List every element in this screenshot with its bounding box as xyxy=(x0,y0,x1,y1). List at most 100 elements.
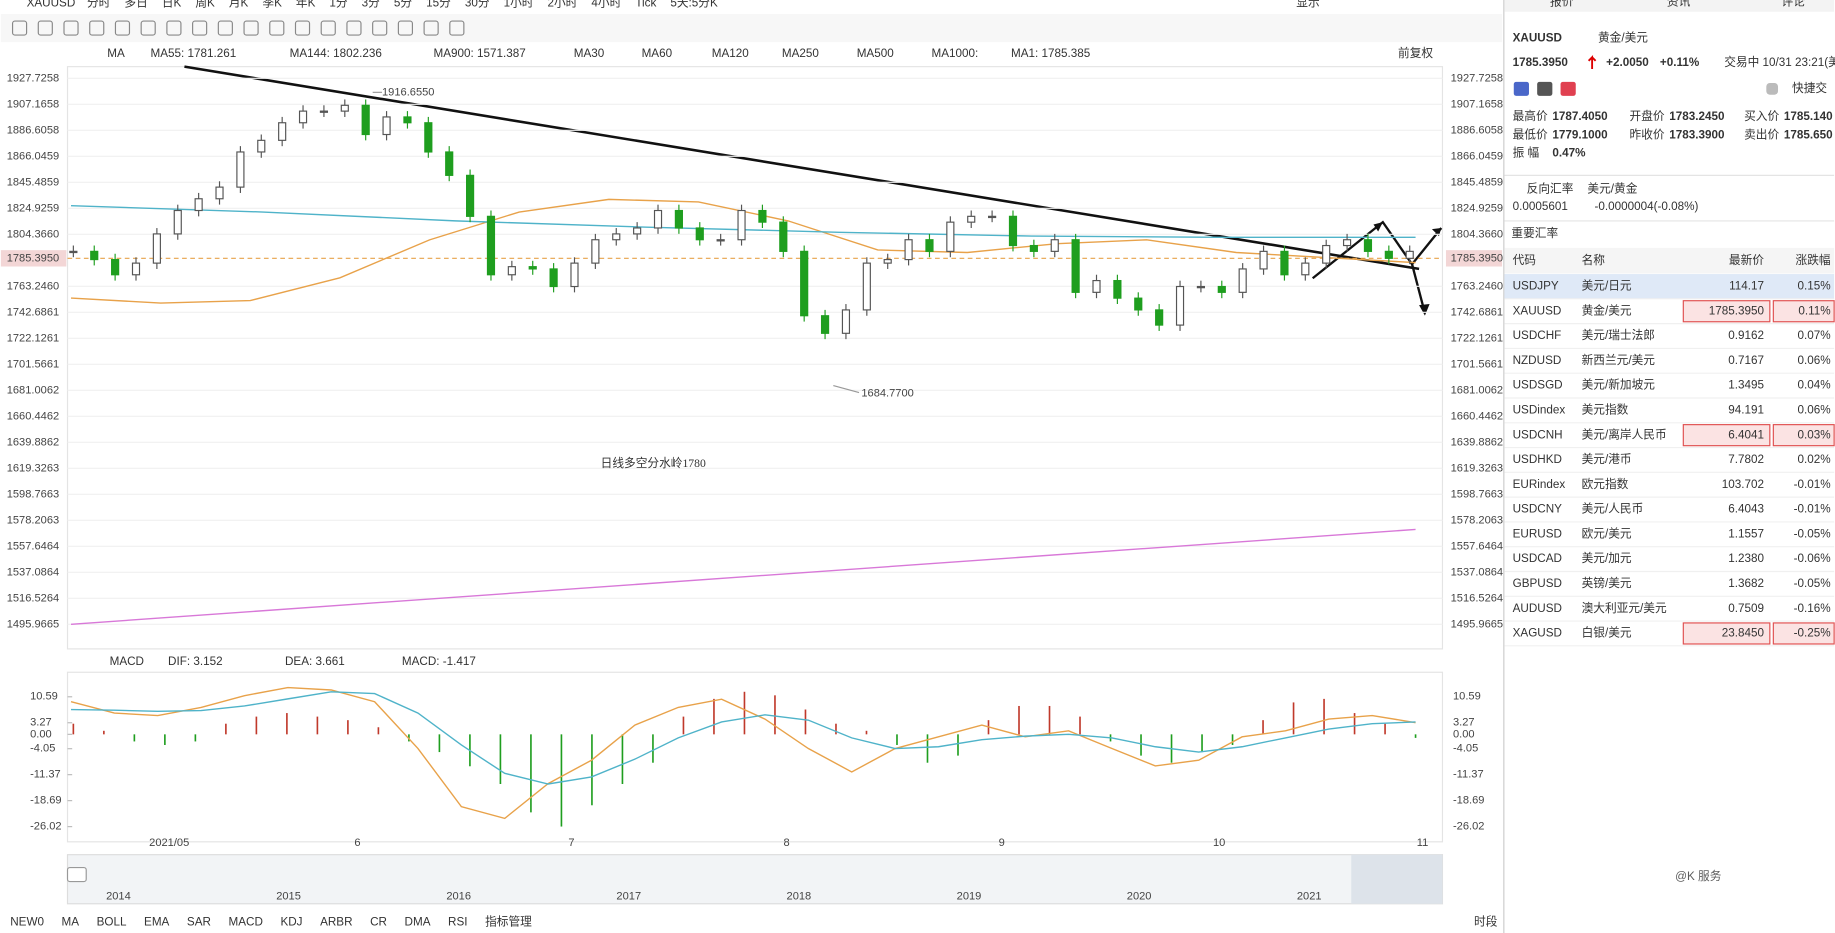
table-cell[interactable]: USDCNH xyxy=(1513,428,1563,441)
action-icon[interactable] xyxy=(1560,81,1576,96)
tool-icon[interactable] xyxy=(397,20,414,36)
candle xyxy=(1092,279,1101,293)
tool-icon[interactable] xyxy=(114,20,131,36)
indicator-tab[interactable]: NEW0 xyxy=(10,916,44,929)
candle xyxy=(173,209,182,235)
tool-icon[interactable] xyxy=(37,20,53,36)
inverse-pair[interactable]: 美元/黄金 xyxy=(1587,181,1637,195)
tool-icon[interactable] xyxy=(423,20,439,36)
action-icon[interactable] xyxy=(1513,81,1529,96)
bell-icon[interactable] xyxy=(1766,83,1779,95)
table-cell[interactable]: USDHKD xyxy=(1513,453,1562,466)
arrow-head xyxy=(1419,303,1430,316)
navigator-year: 2021 xyxy=(1297,891,1322,903)
period-tab[interactable]: 5分 xyxy=(394,0,413,10)
table-cell[interactable]: NZDUSD xyxy=(1513,354,1562,367)
indicator-tab[interactable]: SAR xyxy=(187,916,211,929)
tool-icon[interactable] xyxy=(140,20,156,36)
symbol-tab[interactable]: XAUUSD xyxy=(27,0,76,10)
period-tab[interactable]: 30分 xyxy=(465,0,490,10)
y-tick-label-right: 1619.3263 xyxy=(1451,462,1503,474)
tool-icon[interactable] xyxy=(294,20,311,36)
indicator-tab[interactable]: BOLL xyxy=(97,916,127,929)
x-tick-label: 8 xyxy=(783,837,789,849)
period-tab[interactable]: 年K xyxy=(296,0,316,10)
tool-icon[interactable] xyxy=(243,20,259,36)
indicator-tab[interactable]: DMA xyxy=(405,916,431,929)
panel-tab[interactable]: 报价 xyxy=(1550,0,1574,8)
tool-icon[interactable] xyxy=(63,20,79,36)
tool-icon[interactable] xyxy=(89,20,105,36)
period-tab[interactable]: Tick xyxy=(635,0,656,10)
candle xyxy=(1196,285,1206,289)
table-cell[interactable]: USDindex xyxy=(1513,403,1566,416)
tool-icon[interactable] xyxy=(192,20,208,36)
table-cell[interactable]: EURUSD xyxy=(1513,527,1562,540)
indicator-tab[interactable]: RSI xyxy=(448,916,467,929)
period-tab[interactable]: 月K xyxy=(229,0,249,10)
tool-icon[interactable] xyxy=(269,20,285,36)
indicator-tab[interactable]: MACD xyxy=(228,916,262,929)
period-tab[interactable]: 5天:5分K xyxy=(670,0,718,10)
period-tab[interactable]: 3分 xyxy=(362,0,381,10)
y-tick-label-right: -26.02 xyxy=(1453,821,1484,833)
table-cell[interactable]: GBPUSD xyxy=(1513,577,1562,590)
action-icon[interactable] xyxy=(1537,81,1553,96)
tool-icon[interactable] xyxy=(320,20,336,36)
table-cell: 114.17 xyxy=(1729,280,1764,293)
flash-box xyxy=(1682,622,1771,645)
table-cell[interactable]: XAGUSD xyxy=(1513,627,1562,640)
period-tab[interactable]: 多日 xyxy=(124,0,147,10)
table-cell[interactable]: XAUUSD xyxy=(1513,304,1562,317)
y-tick-label-right: 1516.5264 xyxy=(1451,592,1503,604)
table-cell[interactable]: USDCHF xyxy=(1513,329,1562,342)
panel-tab[interactable]: 资讯 xyxy=(1667,0,1691,8)
navigator-menu[interactable] xyxy=(66,866,87,883)
table-cell[interactable]: USDCNY xyxy=(1513,503,1563,516)
indicator-tab[interactable]: CR xyxy=(370,916,387,929)
indicator-tab[interactable]: 指标管理 xyxy=(485,915,532,929)
period-tab[interactable]: 分时 xyxy=(87,0,111,10)
indicator-tab[interactable]: MA xyxy=(62,916,80,929)
period-tab[interactable]: 日K xyxy=(162,0,182,10)
table-cell[interactable]: USDSGD xyxy=(1513,379,1563,392)
macd-legend: DEA: 3.661 xyxy=(285,655,345,668)
tool-icon[interactable] xyxy=(449,20,465,36)
period-option[interactable]: 时段 xyxy=(1474,915,1498,929)
navigator[interactable] xyxy=(66,854,1444,905)
selected-row[interactable] xyxy=(1504,274,1835,299)
table-cell[interactable]: EURindex xyxy=(1513,478,1566,491)
y-tick-label: 1742.6861 xyxy=(7,306,59,318)
tool-icon[interactable] xyxy=(217,20,233,36)
navigator-window[interactable] xyxy=(1351,854,1443,904)
period-tab[interactable]: 1小时 xyxy=(504,0,534,10)
candle xyxy=(278,122,287,141)
period-tab[interactable]: 4小时 xyxy=(591,0,621,10)
stat-label: 卖出价 xyxy=(1744,128,1779,142)
panel-tab[interactable]: 评论 xyxy=(1782,0,1806,8)
table-cell: 英镑/美元 xyxy=(1582,576,1632,590)
tool-icon[interactable] xyxy=(166,20,182,36)
period-tab[interactable]: 15分 xyxy=(426,0,451,10)
tool-icon[interactable] xyxy=(11,20,28,36)
macd-frame xyxy=(66,671,1444,843)
indicator-tab[interactable]: EMA xyxy=(144,916,170,929)
table-cell[interactable]: USDCAD xyxy=(1513,552,1562,565)
table-cell[interactable]: USDJPY xyxy=(1513,280,1559,293)
period-tab[interactable]: 1分 xyxy=(329,0,348,10)
adjust-option[interactable]: 前复权 xyxy=(1398,46,1433,60)
indicator-tab[interactable]: KDJ xyxy=(280,916,302,929)
stat-value: 0.47% xyxy=(1552,146,1586,159)
period-tab[interactable]: 2小时 xyxy=(548,0,578,10)
tool-icon[interactable] xyxy=(372,20,388,36)
table-cell[interactable]: AUDUSD xyxy=(1513,602,1562,615)
period-tab[interactable]: 周K xyxy=(195,0,215,10)
display-menu[interactable]: 显示 xyxy=(1296,0,1319,10)
quick-trade[interactable]: 快捷交 xyxy=(1792,81,1827,95)
flash-box xyxy=(1772,300,1835,323)
period-tab[interactable]: 季K xyxy=(262,0,282,10)
tool-icon[interactable] xyxy=(346,20,362,36)
indicator-tab[interactable]: ARBR xyxy=(320,916,352,929)
